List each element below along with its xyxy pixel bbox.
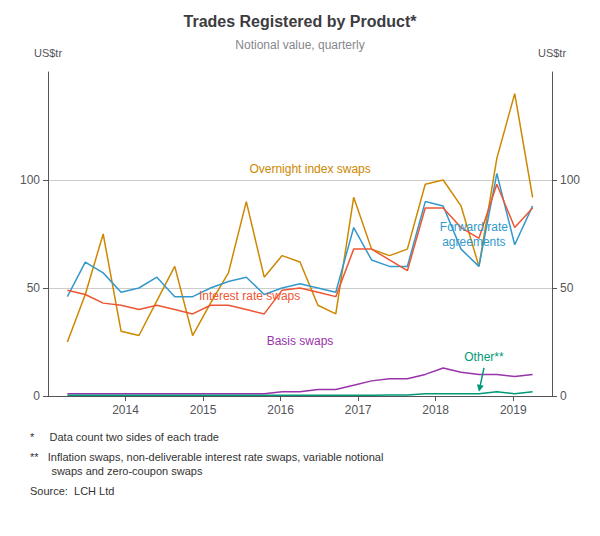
svg-text:Source: LCH Ltd: Source: LCH Ltd bbox=[30, 485, 114, 497]
svg-text:Forward rate: Forward rate bbox=[440, 220, 508, 234]
svg-text:swaps and zero-coupon swaps: swaps and zero-coupon swaps bbox=[30, 465, 203, 477]
svg-text:50: 50 bbox=[27, 281, 41, 295]
svg-text:2015: 2015 bbox=[190, 403, 217, 417]
svg-text:US$tr: US$tr bbox=[34, 47, 62, 59]
svg-text:Basis swaps: Basis swaps bbox=[267, 334, 334, 348]
svg-text:Overnight index swaps: Overnight index swaps bbox=[249, 162, 370, 176]
svg-text:50: 50 bbox=[560, 281, 574, 295]
svg-text:Trades Registered by Product*: Trades Registered by Product* bbox=[184, 13, 418, 30]
svg-text:2017: 2017 bbox=[345, 403, 372, 417]
svg-text:100: 100 bbox=[560, 173, 580, 187]
svg-text:Interest rate swaps: Interest rate swaps bbox=[199, 289, 300, 303]
svg-text:* Data count two sides of: * Data count two sides of each trade bbox=[30, 431, 219, 443]
svg-text:2018: 2018 bbox=[422, 403, 449, 417]
svg-text:agreements: agreements bbox=[442, 235, 505, 249]
svg-text:2014: 2014 bbox=[112, 403, 139, 417]
svg-text:2016: 2016 bbox=[267, 403, 294, 417]
svg-text:100: 100 bbox=[20, 173, 40, 187]
svg-text:Other**: Other** bbox=[464, 350, 504, 364]
svg-text:0: 0 bbox=[33, 389, 40, 403]
svg-text:** Inflation swaps, non-deli: ** Inflation swaps, non-deliverable inte… bbox=[30, 451, 383, 463]
svg-text:Notional value, quarterly: Notional value, quarterly bbox=[235, 38, 364, 52]
svg-text:US$tr: US$tr bbox=[538, 47, 566, 59]
svg-text:0: 0 bbox=[560, 389, 567, 403]
svg-text:2019: 2019 bbox=[500, 403, 527, 417]
